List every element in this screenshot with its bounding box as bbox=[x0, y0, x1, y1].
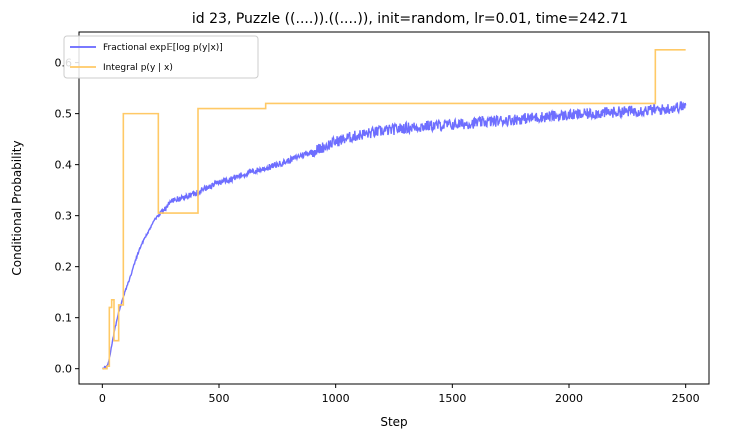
chart-title: id 23, Puzzle ((....)).((....)), init=ra… bbox=[192, 11, 628, 27]
y-tick-label: 0.1 bbox=[55, 312, 73, 325]
x-tick-label: 2500 bbox=[672, 392, 700, 405]
y-axis-ticks: 0.00.10.20.30.40.50.6 bbox=[55, 57, 79, 376]
plot-frame bbox=[78, 31, 710, 385]
plot-area bbox=[102, 49, 687, 370]
x-axis-label: Step bbox=[380, 415, 407, 429]
series-integral-step-line bbox=[102, 49, 686, 370]
y-tick-label: 0.4 bbox=[55, 159, 73, 172]
legend-label-fractional: Fractional exp𝔼[log p(y|x)] bbox=[103, 43, 223, 53]
y-tick-label: 0.3 bbox=[55, 210, 73, 223]
legend-label-integral: Integral p(y | x) bbox=[103, 63, 173, 73]
x-tick-label: 1000 bbox=[322, 392, 350, 405]
y-tick-label: 0.2 bbox=[55, 261, 73, 274]
legend-box bbox=[63, 35, 259, 79]
y-axis-label: Conditional Probability bbox=[10, 140, 24, 275]
x-tick-label: 2000 bbox=[555, 392, 583, 405]
y-tick-label: 0.0 bbox=[55, 363, 73, 376]
x-axis-ticks: 0 500 1000 1500 2000 2500 bbox=[99, 384, 700, 405]
series-fractional-line bbox=[102, 100, 687, 370]
y-tick-label: 0.5 bbox=[55, 108, 73, 121]
x-tick-label: 0 bbox=[99, 392, 106, 405]
legend: Fractional exp𝔼[log p(y|x)] Integral p(y… bbox=[63, 35, 259, 79]
x-tick-label: 1500 bbox=[438, 392, 466, 405]
x-tick-label: 500 bbox=[209, 392, 230, 405]
